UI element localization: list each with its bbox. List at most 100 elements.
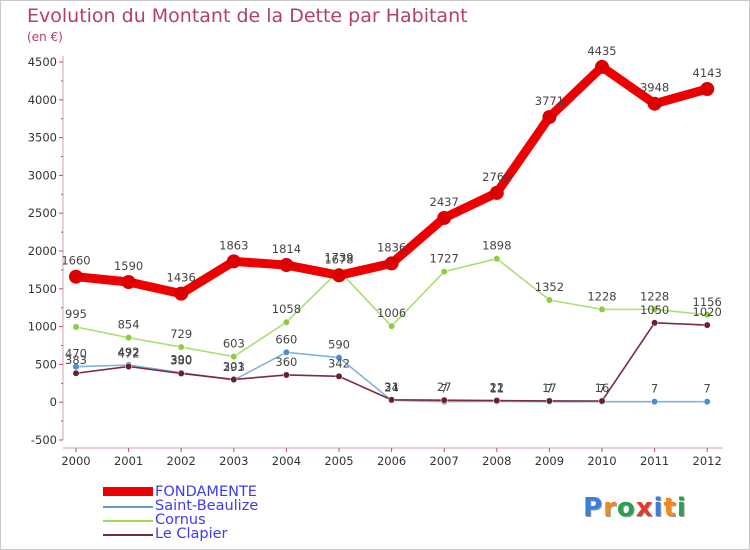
data-label-fondamente: 2437 (430, 195, 459, 209)
logo-letter: i (653, 493, 664, 523)
data-label-le-clapier: 1050 (640, 303, 669, 317)
data-label-cornus: 1739 (324, 251, 353, 265)
data-point-le-clapier (72, 369, 80, 377)
data-label-cornus: 1156 (693, 295, 722, 309)
y-tick-label: 3000 (28, 168, 57, 182)
data-point-fondamente (700, 81, 715, 96)
data-label-cornus: 995 (65, 307, 87, 321)
data-label-fondamente: 1863 (219, 238, 248, 252)
data-label-saint-beaulize: 7 (598, 382, 605, 396)
chart-title: Evolution du Montant de la Dette par Hab… (27, 5, 468, 27)
data-label-fondamente: 1678 (324, 252, 353, 266)
data-point-cornus (388, 322, 396, 330)
data-point-cornus (703, 311, 711, 319)
data-point-saint-beaulize (703, 398, 711, 406)
legend-swatch-fondamente (103, 487, 153, 496)
y-tick-label: -500 (31, 433, 57, 447)
data-label-saint-beaulize: 7 (441, 382, 448, 396)
data-label-fondamente: 3771 (535, 94, 564, 108)
legend-item-cornus: Cornus (103, 512, 323, 528)
x-tick-label: 2011 (640, 454, 669, 468)
y-tick-label: 3500 (28, 131, 57, 145)
data-point-cornus (651, 305, 659, 313)
legend: FONDAMENTE Saint-Beaulize Cornus Le Clap… (103, 484, 323, 542)
y-tick-label: 0 (50, 395, 57, 409)
data-point-fondamente (647, 96, 662, 111)
logo-letter: t (663, 493, 677, 523)
data-point-le-clapier (177, 370, 185, 377)
x-tick-label: 2009 (535, 454, 564, 468)
y-tick-label: 500 (35, 357, 57, 371)
data-point-fondamente (121, 274, 136, 289)
legend-swatch-saint-beaulize (103, 506, 153, 508)
data-label-fondamente: 1814 (272, 242, 301, 256)
y-tick-label: 2500 (28, 206, 57, 220)
data-label-cornus: 729 (170, 327, 192, 341)
data-label-saint-beaulize: 293 (223, 360, 245, 374)
logo-letter: x (635, 493, 654, 523)
data-point-cornus (230, 353, 238, 361)
data-point-cornus (440, 268, 448, 276)
data-point-le-clapier (703, 321, 711, 329)
x-tick-label: 2000 (61, 454, 90, 468)
y-tick-label: 4500 (28, 55, 57, 69)
data-point-fondamente (279, 258, 294, 273)
data-point-fondamente (437, 210, 452, 225)
data-label-saint-beaulize: 7 (651, 382, 658, 396)
data-label-fondamente: 2769 (482, 170, 511, 184)
data-point-cornus (125, 334, 133, 342)
data-label-saint-beaulize: 492 (118, 345, 140, 359)
data-label-fondamente: 3948 (640, 81, 669, 95)
data-point-fondamente (384, 256, 399, 271)
data-label-le-clapier: 342 (328, 356, 350, 370)
data-label-fondamente: 1436 (167, 271, 196, 285)
data-point-saint-beaulize (282, 348, 290, 356)
data-label-saint-beaulize: 7 (704, 382, 711, 396)
logo-letter: r (603, 493, 617, 523)
legend-item-saint-beaulize: Saint-Beaulize (103, 498, 323, 514)
data-label-fondamente: 4435 (587, 44, 616, 58)
data-label-cornus: 1228 (587, 289, 616, 303)
data-point-le-clapier (335, 372, 343, 380)
data-point-cornus (177, 343, 185, 351)
data-point-fondamente (489, 185, 504, 200)
data-point-le-clapier (598, 397, 606, 405)
data-label-saint-beaulize: 11 (489, 381, 504, 395)
data-label-cornus: 1058 (272, 302, 301, 316)
data-point-fondamente (595, 59, 609, 74)
data-label-le-clapier: 472 (118, 347, 140, 361)
legend-swatch-le-clapier (103, 534, 153, 536)
data-point-saint-beaulize (335, 354, 343, 362)
proxiti-logo: Proxiti (583, 493, 687, 523)
x-tick-label: 2004 (272, 454, 301, 468)
data-label-le-clapier: 31 (384, 380, 399, 394)
data-label-saint-beaulize: 7 (546, 382, 553, 396)
y-tick-label: 1000 (28, 320, 57, 334)
legend-label-cornus: Cornus (155, 512, 206, 528)
x-tick-label: 2005 (324, 454, 353, 468)
data-label-cornus: 1352 (535, 280, 564, 294)
data-point-le-clapier (282, 371, 290, 379)
x-tick-label: 2007 (430, 454, 459, 468)
data-point-le-clapier (545, 397, 553, 405)
data-point-le-clapier (230, 375, 238, 383)
data-label-saint-beaulize: 24 (384, 380, 399, 394)
legend-swatch-cornus (103, 520, 153, 522)
data-point-cornus (598, 305, 606, 313)
data-label-le-clapier: 383 (65, 353, 87, 367)
x-tick-label: 2008 (482, 454, 511, 468)
unit-label: (en €) (27, 30, 63, 44)
x-tick-label: 2003 (219, 454, 248, 468)
data-point-fondamente (332, 268, 346, 283)
data-label-cornus: 1898 (482, 239, 511, 253)
data-label-fondamente: 1590 (114, 259, 143, 273)
data-point-saint-beaulize (651, 398, 659, 406)
x-tick-label: 2006 (377, 454, 406, 468)
data-label-saint-beaulize: 470 (65, 347, 87, 361)
logo-letter: i (676, 493, 687, 523)
data-label-saint-beaulize: 390 (170, 353, 192, 367)
data-point-le-clapier (125, 363, 133, 370)
data-label-le-clapier: 22 (489, 381, 504, 395)
data-point-le-clapier (388, 396, 396, 404)
